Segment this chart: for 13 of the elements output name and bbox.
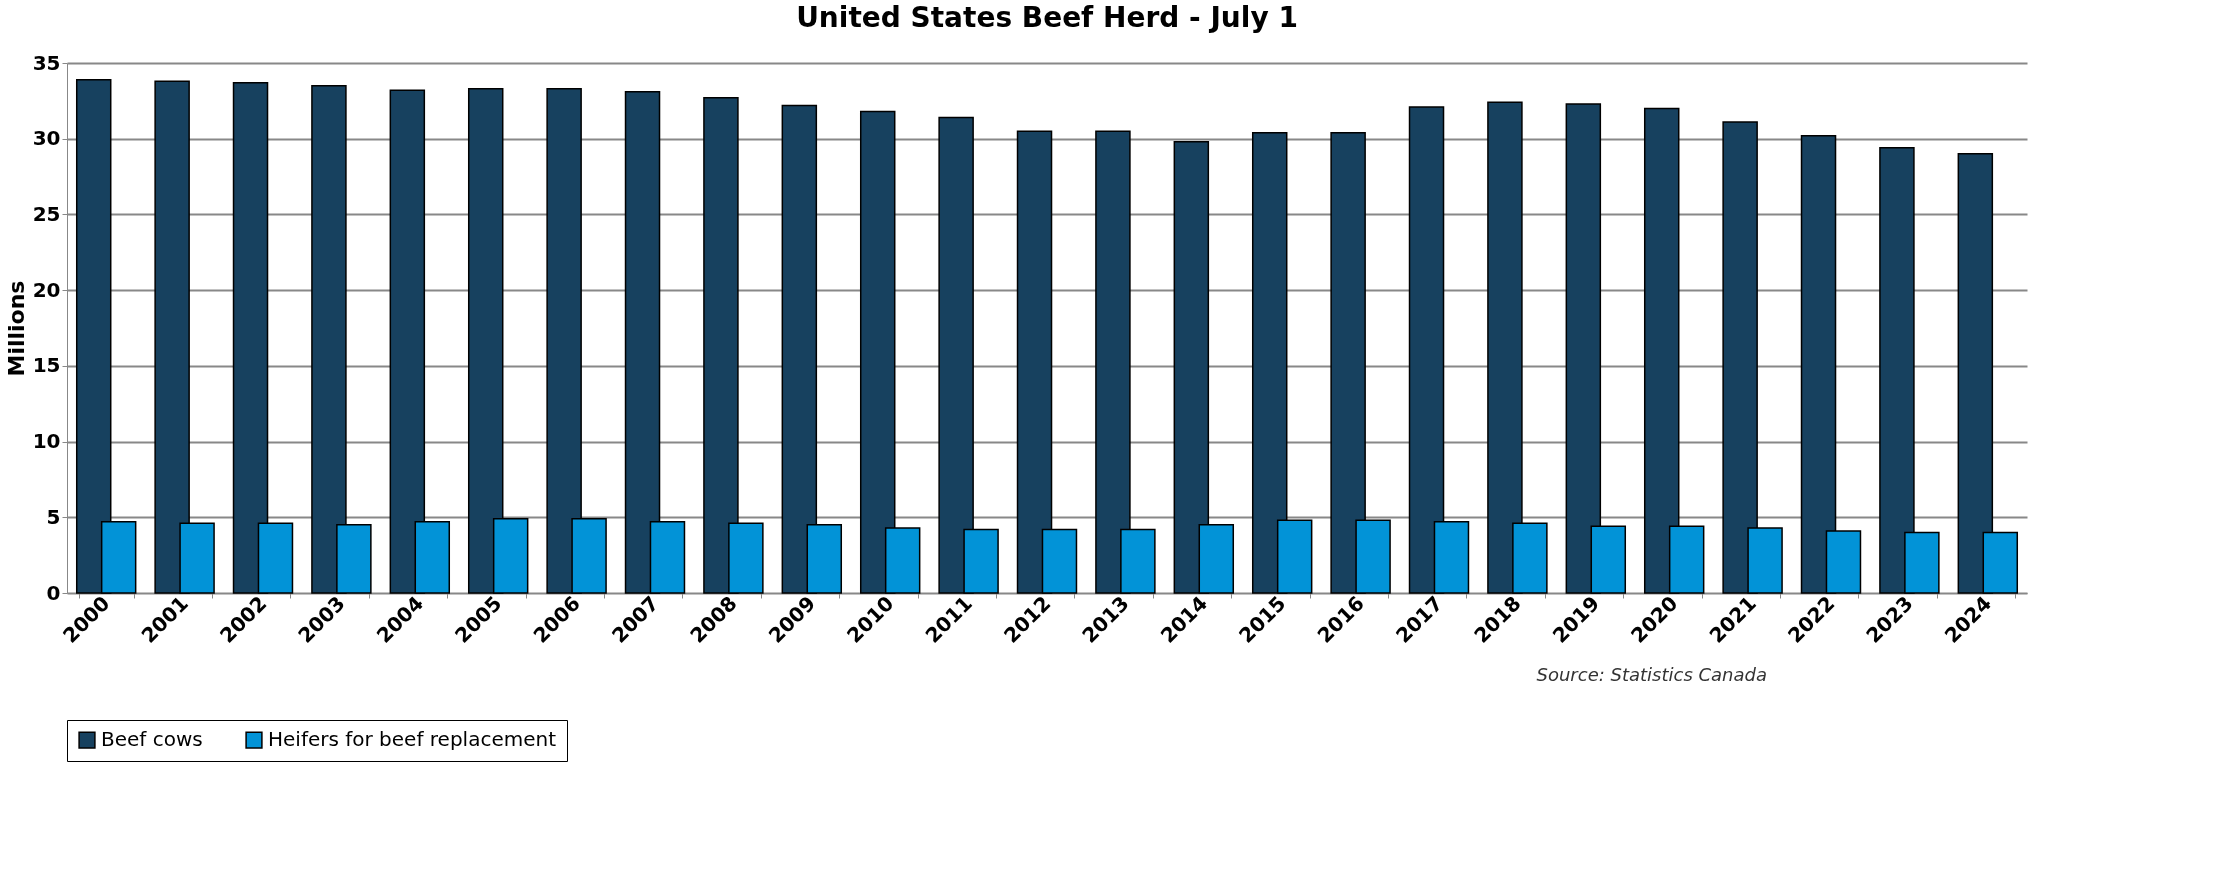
y-tick-label: 20 xyxy=(32,277,61,302)
y-tick-label: 0 xyxy=(46,580,61,605)
legend-label: Heifers for beef replacement xyxy=(268,727,557,752)
source-note: Source: Statistics Canada xyxy=(1536,664,1767,685)
chart-title: United States Beef Herd - July 1 xyxy=(796,1,1298,34)
y-tick-label: 35 xyxy=(32,50,61,75)
y-tick-label: 10 xyxy=(32,429,61,454)
y-tick-label: 5 xyxy=(46,504,61,529)
y-tick-label: 15 xyxy=(32,353,61,378)
y-tick-label: 25 xyxy=(32,201,61,226)
y-axis-title: Millions xyxy=(3,280,29,377)
y-tick-label: 30 xyxy=(32,126,61,151)
legend-label: Beef cows xyxy=(101,727,203,752)
